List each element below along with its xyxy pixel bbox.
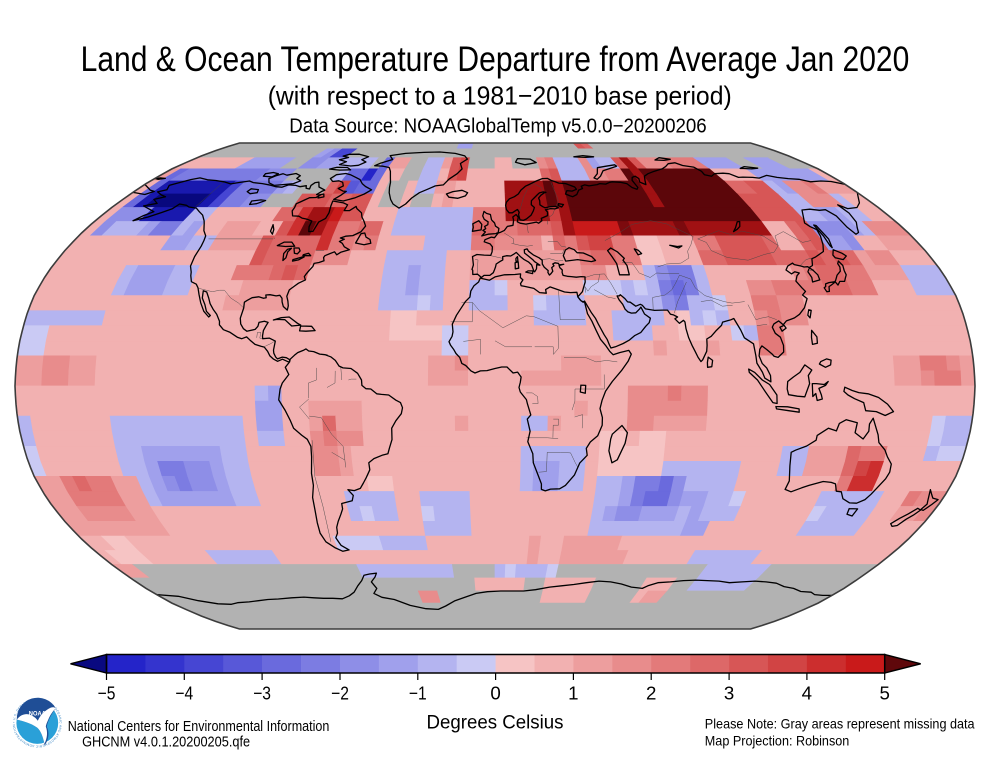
svg-text:5: 5	[880, 683, 890, 704]
svg-text:NOAA: NOAA	[29, 710, 47, 717]
svg-text:3: 3	[724, 683, 734, 704]
svg-text:National Centers for Environme: National Centers for Environmental Infor…	[68, 718, 330, 735]
svg-text:−3: −3	[253, 683, 271, 704]
svg-text:−4: −4	[175, 683, 193, 704]
svg-text:Map Projection: Robinson: Map Projection: Robinson	[705, 734, 850, 749]
svg-text:Degrees Celsius: Degrees Celsius	[427, 712, 564, 734]
svg-text:Please Note: Gray areas repres: Please Note: Gray areas represent missin…	[705, 716, 975, 731]
svg-text:1: 1	[568, 683, 578, 704]
svg-text:2: 2	[646, 683, 656, 704]
svg-text:−2: −2	[331, 683, 349, 704]
svg-text:−1: −1	[409, 683, 427, 704]
svg-text:Land & Ocean Temperature Depar: Land & Ocean Temperature Departure from …	[81, 40, 910, 79]
svg-text:(with respect to a 1981−2010 b: (with respect to a 1981−2010 base period…	[268, 80, 732, 110]
svg-text:4: 4	[802, 683, 812, 704]
svg-text:−5: −5	[98, 683, 116, 704]
svg-text:GHCNM v4.0.1.20200205.qfe: GHCNM v4.0.1.20200205.qfe	[82, 734, 250, 751]
svg-text:0: 0	[490, 683, 500, 704]
svg-text:Data Source: NOAAGlobalTemp v5: Data Source: NOAAGlobalTemp v5.0.0−20200…	[289, 115, 706, 137]
